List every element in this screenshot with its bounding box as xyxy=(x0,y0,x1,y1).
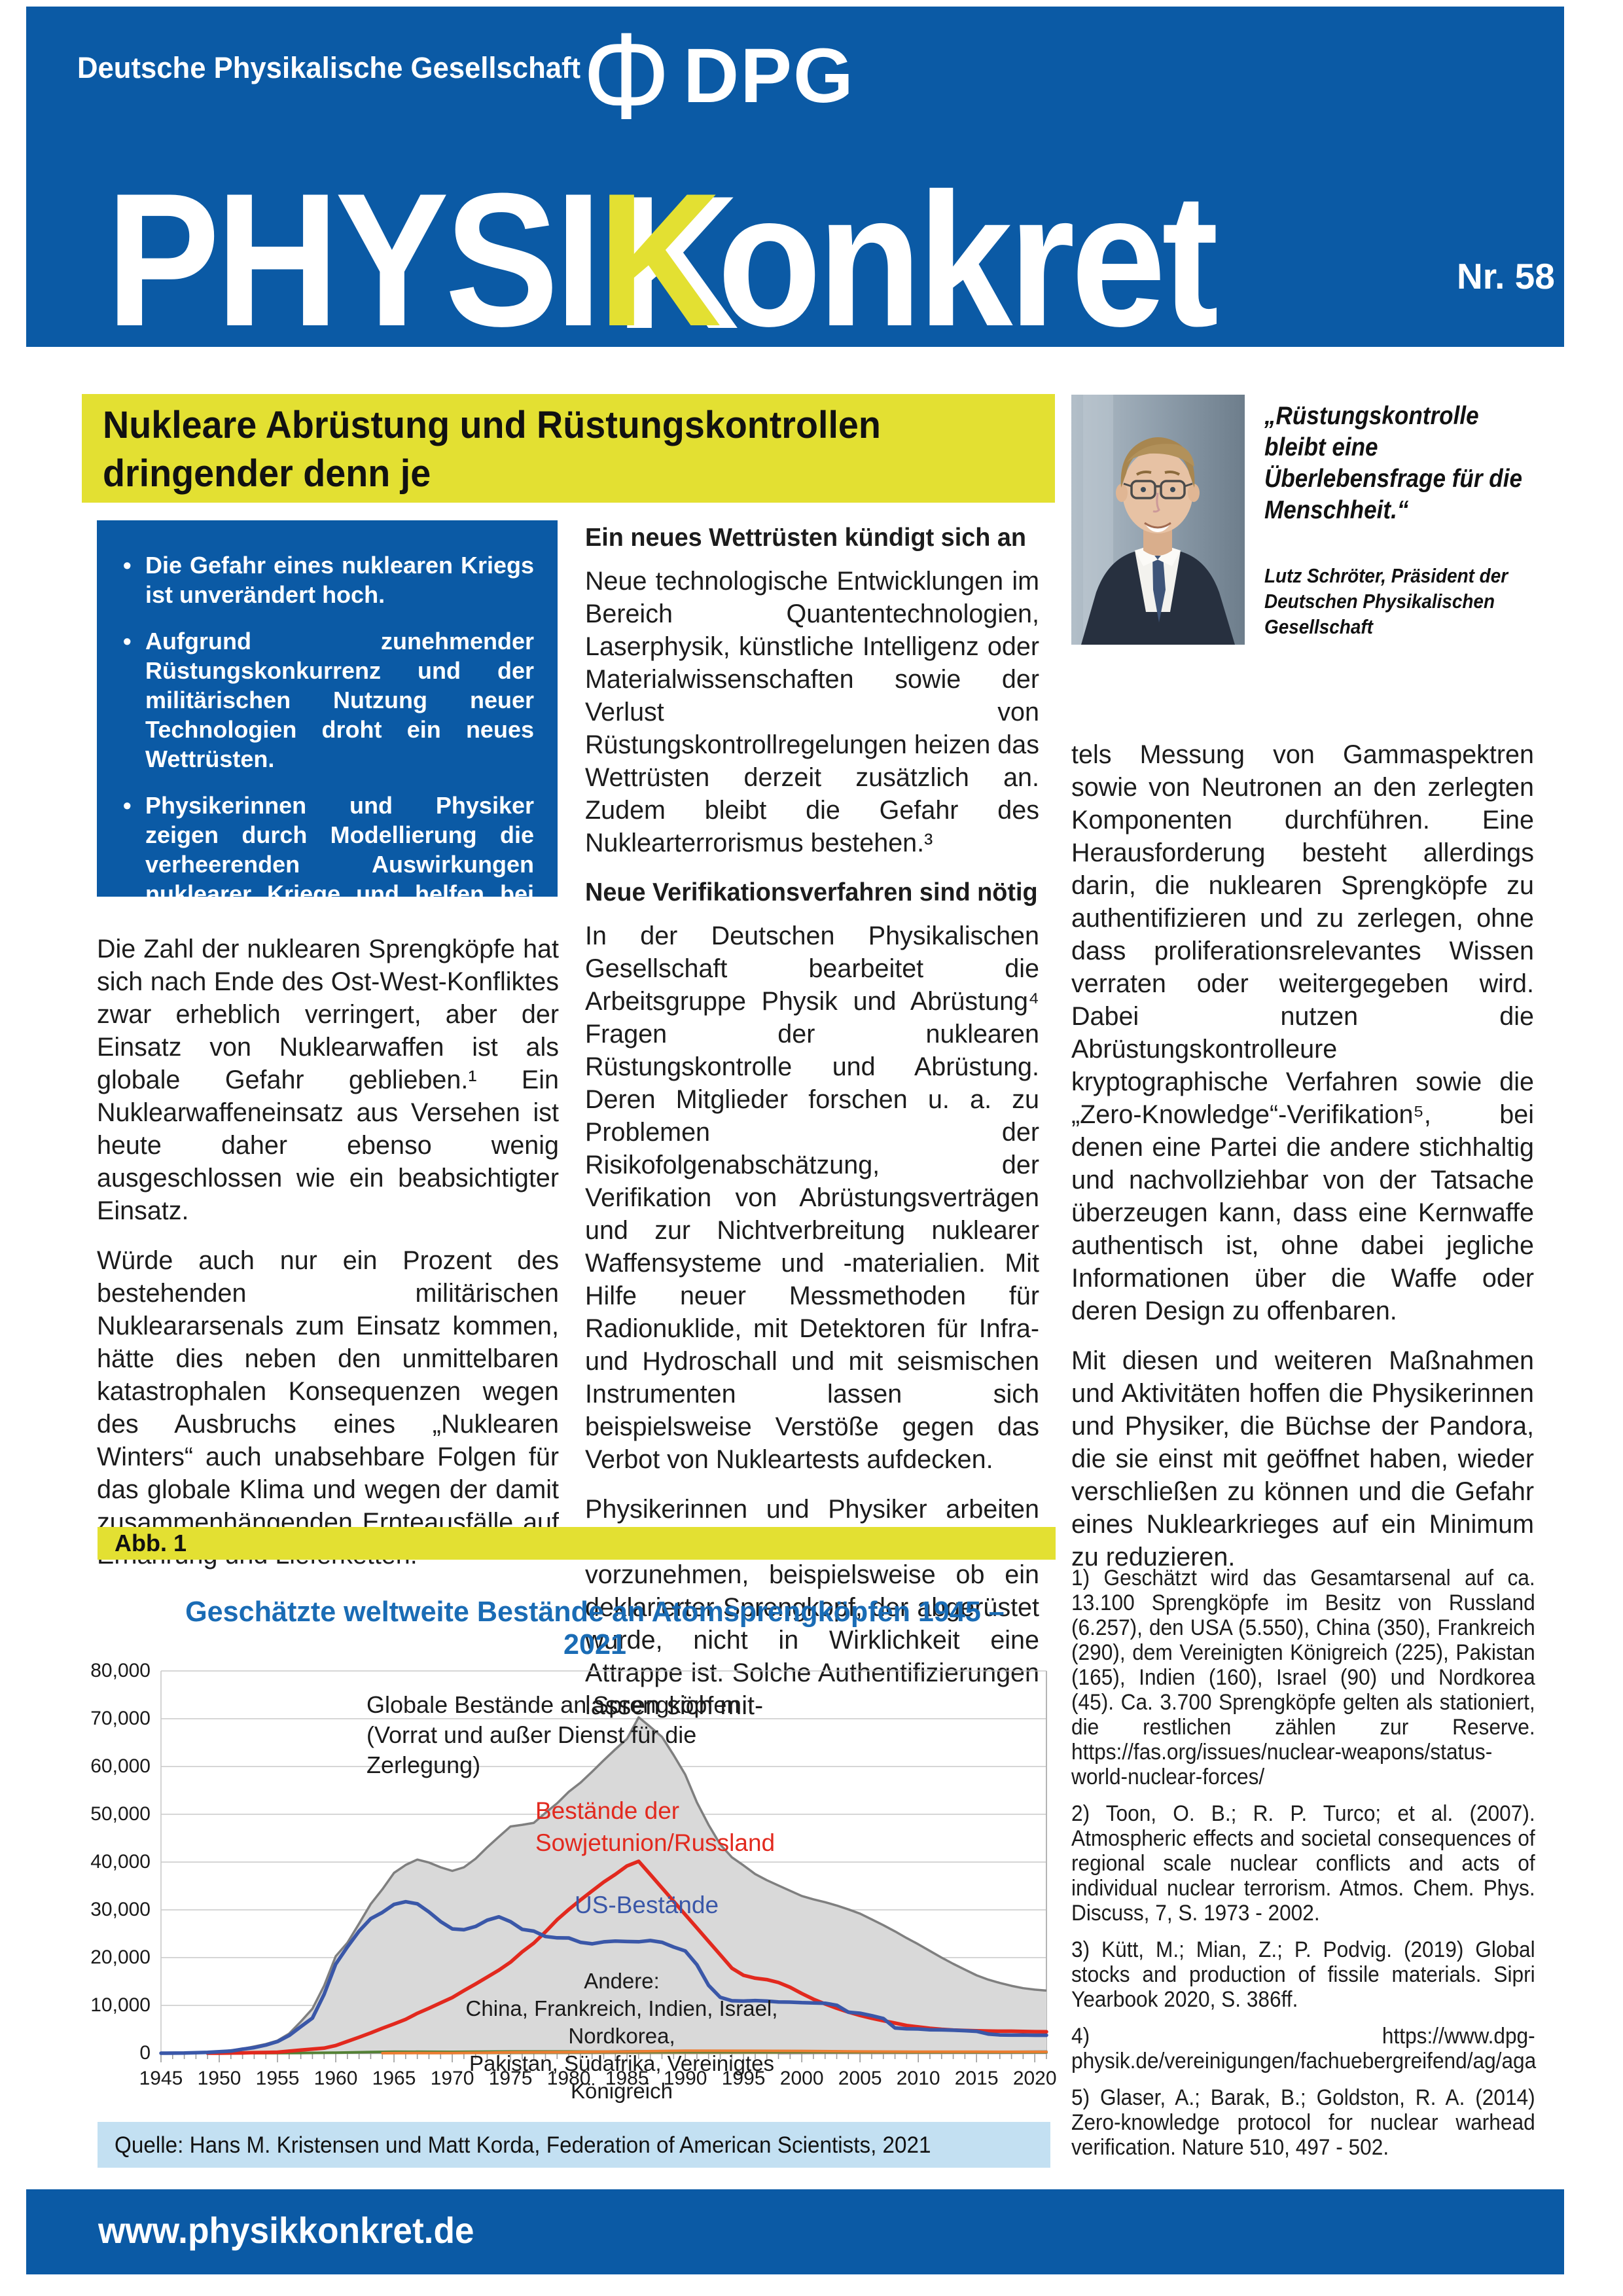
paragraph: Mit diesen und weiteren Maßnahmen und Ak… xyxy=(1071,1346,1534,1571)
org-name: Deutsche Physikalische Gesellschaft xyxy=(77,51,581,84)
pull-quote: „Rüstungskontrolle bleibt eine Überleben… xyxy=(1264,402,1523,524)
paragraph: Neue technologische Entwicklungen im Ber… xyxy=(585,567,1039,857)
x-tick-label: 1990 xyxy=(663,2068,707,2089)
headline-line2: dringender denn je xyxy=(103,452,431,495)
website-link[interactable]: www.physikkonkret.de xyxy=(98,2210,474,2251)
bullet-icon: • xyxy=(123,552,132,579)
footnotes: 1) Geschätzt wird das Gesamtarsenal auf … xyxy=(1071,1566,1537,2172)
keypoint-text: Physikerinnen und Physiker zeigen durch … xyxy=(145,792,534,966)
phi-logo-icon: Φ xyxy=(582,7,671,145)
x-tick-label: 1985 xyxy=(605,2068,649,2089)
keypoints-box: • Die Gefahr eines nuklearen Kriegs ist … xyxy=(97,520,558,966)
annotation-global-stockpile: Globale Bestände an Sprengköpfen (Vorrat… xyxy=(366,1691,740,1778)
bullet-icon: • xyxy=(123,628,132,655)
y-tick-label: 50,000 xyxy=(90,1803,151,1825)
masthead: Deutsche Physikalische Gesellschaft Φ DP… xyxy=(26,7,1564,357)
annotation-us-stockpile: US-Bestände xyxy=(575,1892,719,1918)
title-k-yellow: K xyxy=(597,154,722,366)
paragraph: Würde auch nur ein Prozent des bestehend… xyxy=(97,1246,559,1570)
y-tick-label: 60,000 xyxy=(90,1755,151,1777)
figure-label: Abb. 1 xyxy=(115,1530,187,1556)
dpg-acronym: DPG xyxy=(683,33,855,119)
keypoint-text: Aufgrund zunehmender Rüstungskonkurrenz … xyxy=(145,628,534,772)
keypoint-text: Die Gefahr eines nuklearen Kriegs ist un… xyxy=(145,552,534,608)
dpg-logo: Φ DPG xyxy=(582,14,855,137)
y-tick-label: 10,000 xyxy=(90,1994,151,2016)
x-tick-label: 2005 xyxy=(838,2068,882,2089)
paragraph: Die Zahl der nuklearen Sprengköpfe hat s… xyxy=(97,935,559,1225)
x-tick-label: 1970 xyxy=(430,2068,474,2089)
chart-source-text: Quelle: Hans M. Kristensen und Matt Kord… xyxy=(115,2132,931,2158)
x-tick-label: 1995 xyxy=(721,2068,766,2089)
title-part2: onkret xyxy=(717,154,1219,366)
portrait-photo xyxy=(1071,395,1245,645)
x-tick-label: 1965 xyxy=(372,2068,416,2089)
middle-column: Ein neues Wettrüsten kündigt sich an Neu… xyxy=(585,522,1039,1739)
footer-bar: www.physikkonkret.de xyxy=(26,2189,1564,2274)
footnote[interactable]: 4) https://www.dpg-physik.de/vereinigung… xyxy=(1071,2024,1537,2073)
y-tick-label: 40,000 xyxy=(90,1851,151,1873)
headline-band: Nukleare Abrüstung und Rüstungskontrolle… xyxy=(82,394,1055,503)
y-tick-label: 80,000 xyxy=(90,1660,151,1681)
section-heading: Ein neues Wettrüsten kündigt sich an xyxy=(585,524,1027,552)
footnote: 3) Kütt, M.; Mian, Z.; P. Podvig. (2019)… xyxy=(1071,1937,1535,2012)
warhead-stockpile-chart xyxy=(159,1670,1048,2062)
footnote: 2) Toon, O. B.; R. P. Turco; et al. (200… xyxy=(1071,1801,1535,1926)
x-tick-label: 2015 xyxy=(954,2068,999,2089)
x-tick-label: 2010 xyxy=(896,2068,940,2089)
chart-title: Geschätzte weltweite Bestände an Atomspr… xyxy=(185,1596,1005,1660)
title-part1: PHYSI xyxy=(106,154,602,366)
y-tick-label: 30,000 xyxy=(90,1899,151,1920)
x-tick-label: 2000 xyxy=(779,2068,824,2089)
paragraph: tels Messung von Gammaspektren sowie von… xyxy=(1071,740,1534,1325)
quote-attribution: Lutz Schröter, Präsident der Deutschen P… xyxy=(1264,564,1508,638)
section-heading: Neue Verifikationsverfahren sind nötig xyxy=(585,878,1038,906)
paragraph: In der Deutschen Physikalischen Gesellsc… xyxy=(585,922,1039,1474)
footnote: 5) Glaser, A.; Barak, B.; Goldston, R. A… xyxy=(1071,2085,1535,2160)
bullet-icon: • xyxy=(123,792,132,819)
y-tick-label: 0 xyxy=(139,2042,151,2064)
issue-number: Nr. 58 xyxy=(1457,256,1555,296)
annotation-other-countries: Andere: China, Frankreich, Indien, Israe… xyxy=(465,1969,778,2103)
x-tick-label: 1960 xyxy=(313,2068,358,2089)
x-tick-label: 2020 xyxy=(1012,2068,1057,2089)
x-tick-label: 1955 xyxy=(255,2068,300,2089)
figure-label-band: Abb. 1 xyxy=(98,1527,1056,1560)
list-item: • Physikerinnen und Physiker zeigen durc… xyxy=(123,791,534,967)
x-tick-label: 1975 xyxy=(488,2068,533,2089)
list-item: • Die Gefahr eines nuklearen Kriegs ist … xyxy=(123,550,534,609)
annotation-soviet-stockpile: Bestände der Sowjetunion/Russland xyxy=(535,1797,776,1856)
title-k-ghost: K xyxy=(615,156,740,368)
footnote[interactable]: 1) Geschätzt wird das Gesamtarsenal auf … xyxy=(1071,1566,1535,1789)
list-item: • Aufgrund zunehmender Rüstungskonkurren… xyxy=(123,626,534,774)
x-tick-label: 1945 xyxy=(139,2068,183,2089)
left-column: Die Zahl der nuklearen Sprengköpfe hat s… xyxy=(97,933,559,1588)
y-tick-label: 70,000 xyxy=(90,1708,151,1729)
y-tick-label: 20,000 xyxy=(90,1946,151,1968)
headline-line1: Nukleare Abrüstung und Rüstungskontrolle… xyxy=(103,404,881,446)
x-tick-label: 1980 xyxy=(546,2068,591,2089)
x-tick-label: 1950 xyxy=(197,2068,241,2089)
publication-title: PHYSI K Konkret xyxy=(106,165,1219,357)
chart-source-box: Quelle: Hans M. Kristensen und Matt Kord… xyxy=(98,2122,1050,2168)
right-column: tels Messung von Gammaspektren sowie von… xyxy=(1071,738,1534,1590)
